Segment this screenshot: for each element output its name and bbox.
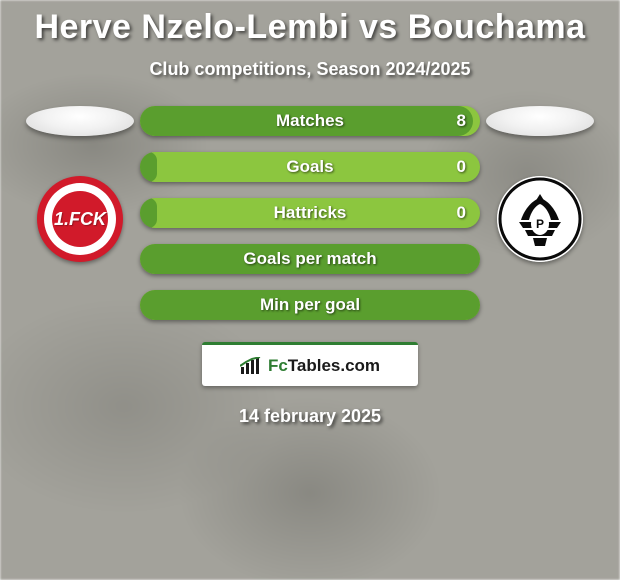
right-side: P: [480, 106, 600, 262]
player-oval-right: [486, 106, 594, 136]
infographic-container: Herve Nzelo-Lembi vs Bouchama Club compe…: [0, 0, 620, 580]
bar-chart-icon: [240, 357, 262, 375]
left-side: 1.FCK: [20, 106, 140, 262]
club-crest-left: 1.FCK: [37, 176, 123, 262]
stat-value: 0: [457, 203, 466, 223]
subtitle: Club competitions, Season 2024/2025: [149, 59, 470, 80]
eagle-icon: P: [497, 176, 583, 262]
club-crest-right: P: [497, 176, 583, 262]
stats-column: Matches 8 Goals 0 Hattricks 0 Goals per …: [140, 106, 480, 320]
main-row: 1.FCK Matches 8 Goals 0 Hattricks 0: [0, 106, 620, 320]
page-title: Herve Nzelo-Lembi vs Bouchama: [34, 8, 585, 47]
crest-left-ring: 1.FCK: [44, 183, 116, 255]
brand-text-a: Fc: [268, 356, 288, 375]
date-text: 14 february 2025: [239, 406, 381, 427]
stat-row-mpg: Min per goal: [140, 290, 480, 320]
stat-label: Goals per match: [140, 249, 480, 269]
stat-label: Matches: [140, 111, 480, 131]
brand-text: FcTables.com: [268, 356, 380, 376]
svg-text:P: P: [536, 217, 544, 231]
stat-label: Min per goal: [140, 295, 480, 315]
stat-row-matches: Matches 8: [140, 106, 480, 136]
stat-row-gpm: Goals per match: [140, 244, 480, 274]
crest-left-core: 1.FCK: [52, 191, 108, 247]
player-oval-left: [26, 106, 134, 136]
brand-text-b: Tables: [288, 356, 341, 375]
stat-label: Goals: [140, 157, 480, 177]
brand-text-suffix: .com: [340, 356, 380, 375]
stat-value: 8: [457, 111, 466, 131]
stat-row-goals: Goals 0: [140, 152, 480, 182]
stat-value: 0: [457, 157, 466, 177]
brand-logo[interactable]: FcTables.com: [202, 342, 418, 386]
stat-label: Hattricks: [140, 203, 480, 223]
crest-left-label: 1.FCK: [54, 209, 106, 230]
stat-row-hattricks: Hattricks 0: [140, 198, 480, 228]
